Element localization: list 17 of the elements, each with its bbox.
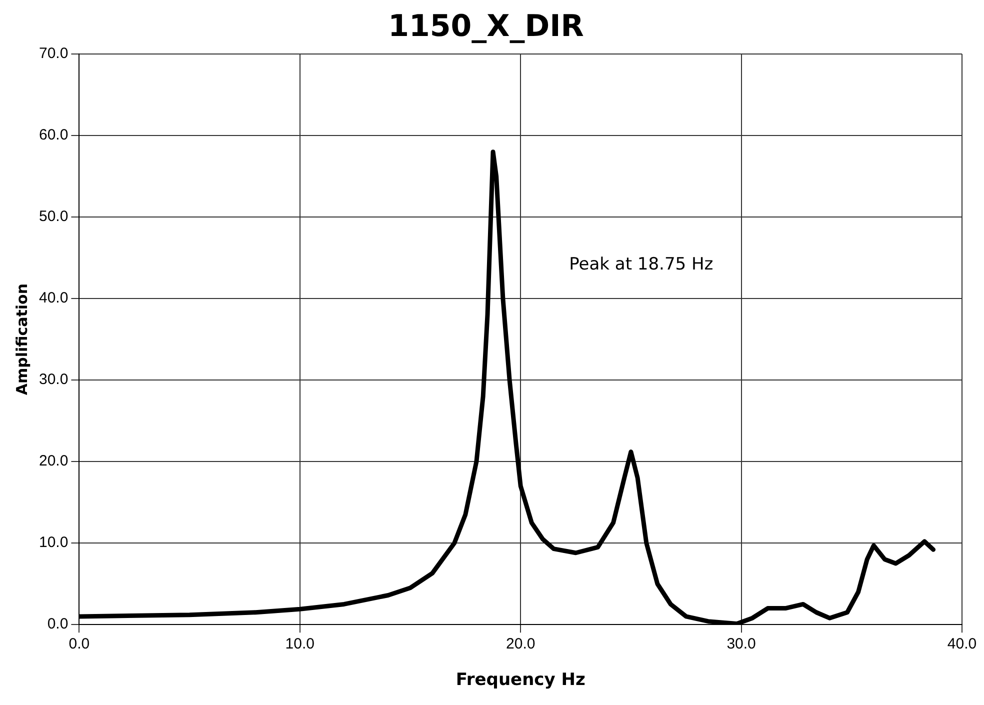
x-tick-label: 40.0 [947,636,977,653]
y-tick-label: 70.0 [38,45,68,62]
y-tick-label: 30.0 [38,371,68,388]
x-tick-label: 0.0 [68,636,90,653]
x-tick-label: 30.0 [726,636,756,653]
y-tick-label: 10.0 [38,534,68,552]
y-tick-label: 0.0 [47,616,68,633]
chart-title: 1150_X_DIR [388,8,584,44]
y-tick-label: 20.0 [38,452,68,470]
y-tick-label: 60.0 [38,126,68,144]
y-tick-label: 50.0 [38,208,68,226]
x-axis-title: Frequency Hz [456,670,586,690]
x-tick-label: 10.0 [285,636,314,653]
annotation: Peak at 18.75 Hz [569,254,714,275]
y-axis-title: Amplification [12,283,31,396]
y-tick-label: 40.0 [38,290,68,307]
x-tick-label: 20.0 [506,636,536,653]
